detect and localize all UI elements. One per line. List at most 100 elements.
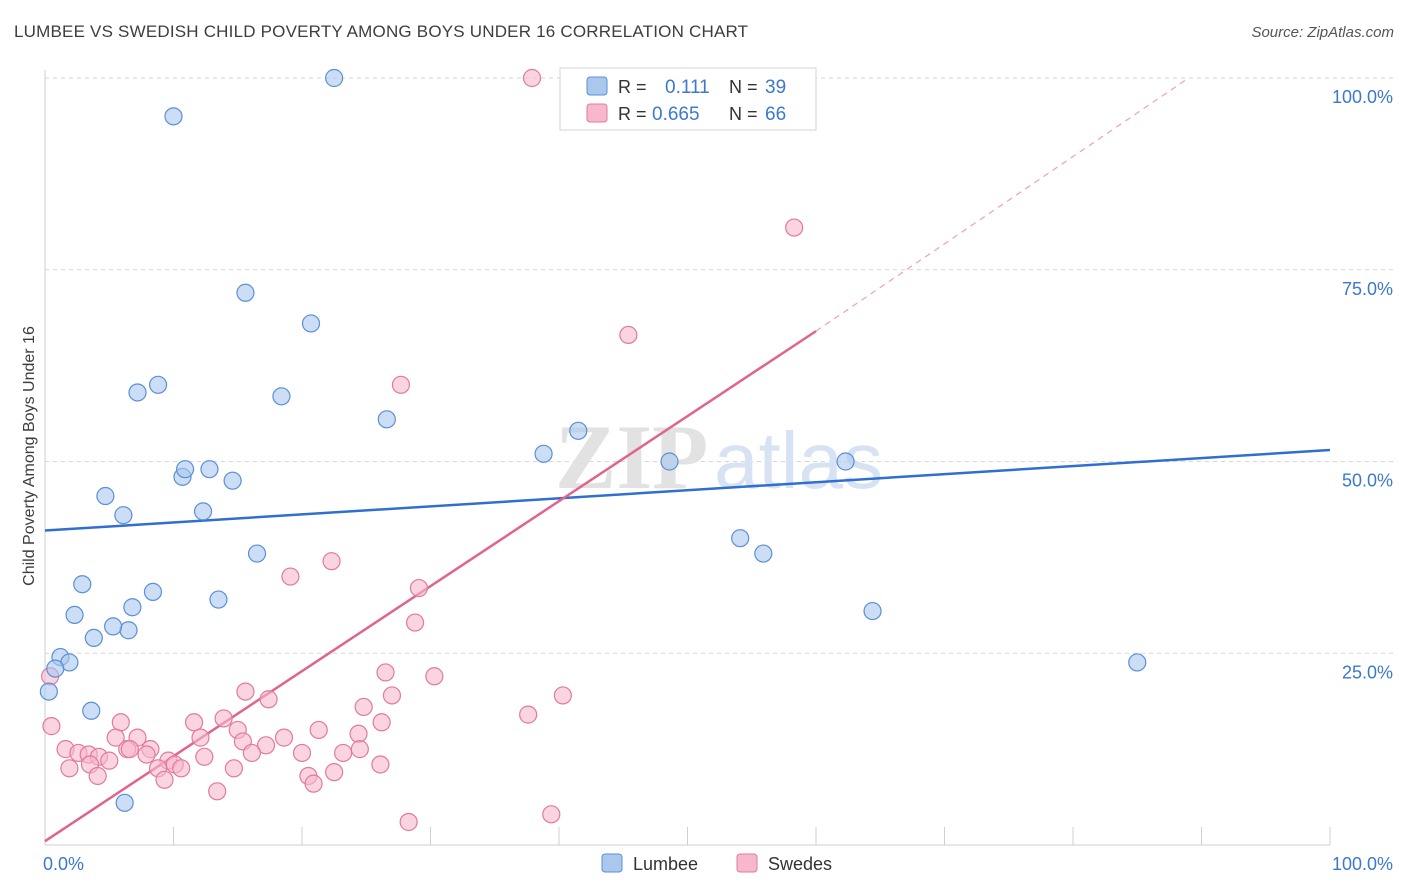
swedes-point	[619, 325, 638, 345]
swedes-point	[519, 705, 538, 724]
lumbee-point	[377, 410, 396, 429]
swedes-point	[522, 68, 542, 88]
y-tick-label: 50.0%	[1342, 471, 1393, 491]
lumbee-point	[236, 283, 255, 302]
legend-r-label: R =	[618, 77, 647, 97]
swedes-point	[191, 728, 210, 747]
swedes-point	[184, 713, 204, 732]
swedes-point	[405, 613, 425, 632]
swedes-point	[155, 770, 174, 789]
trend-line-lumbee	[44, 448, 1331, 532]
swedes-point	[325, 763, 344, 782]
bottom-legend-swatch-swedes	[736, 853, 758, 873]
legend-n-label: N =	[729, 77, 758, 97]
swedes-point	[349, 724, 368, 743]
tick-labels: 0.0% 100.0% 25.0% 50.0% 75.0% 100.0%	[43, 87, 1393, 874]
lumbee-point	[534, 444, 553, 463]
source-label: Source: ZipAtlas.com	[1251, 24, 1394, 41]
legend-r-label: R =	[618, 104, 647, 124]
legend-swatch-lumbee	[586, 76, 608, 96]
x-tick-label: 100.0%	[1332, 854, 1393, 874]
gridlines	[45, 77, 1395, 654]
lumbee-point	[84, 628, 103, 648]
trend-line-swedes-extension	[815, 77, 1189, 332]
lumbee-point	[65, 605, 84, 625]
watermark-atlas: atlas	[714, 416, 883, 505]
lumbee-point	[175, 460, 195, 479]
swedes-point	[214, 709, 233, 728]
swedes-point	[309, 720, 328, 740]
x-tick-label: 0.0%	[43, 854, 84, 874]
swedes-point	[371, 755, 390, 774]
lumbee-point	[104, 617, 123, 636]
swedes-point	[120, 740, 139, 759]
lumbee-point	[863, 601, 882, 621]
swedes-point	[172, 759, 191, 778]
swedes-point	[274, 728, 294, 747]
bottom-legend-lumbee: Lumbee	[633, 854, 698, 874]
y-tick-label: 100.0%	[1332, 87, 1393, 107]
swedes-point	[259, 690, 278, 709]
swedes-point	[111, 713, 130, 732]
y-tick-label: 75.0%	[1342, 279, 1393, 299]
swedes-point	[334, 743, 353, 763]
lumbee-point	[754, 544, 773, 563]
lumbee-point	[96, 486, 115, 506]
lumbee-point	[46, 659, 65, 678]
swedes-point	[376, 663, 395, 682]
swedes-point	[137, 745, 156, 764]
lumbee-point	[39, 682, 58, 701]
swedes-point	[281, 567, 300, 586]
lumbee-point	[836, 452, 855, 471]
lumbee-point	[660, 452, 679, 471]
bottom-legend-swatch-lumbee	[601, 853, 623, 873]
swedes-point	[42, 717, 61, 736]
swedes-point	[304, 774, 323, 793]
lumbee-point	[1128, 653, 1147, 672]
swedes-point	[60, 759, 79, 778]
lumbee-point	[119, 621, 138, 640]
swedes-point	[88, 766, 107, 786]
swedes-point	[391, 375, 411, 394]
lumbee-point	[128, 383, 147, 402]
swedes-point	[224, 759, 243, 778]
lumbee-point	[301, 314, 321, 333]
data-points	[39, 68, 1147, 832]
lumbee-point	[247, 544, 267, 563]
legend-r-value: 0.665	[652, 104, 700, 125]
swedes-point	[372, 713, 391, 732]
swedes-point	[553, 686, 572, 705]
swedes-point	[100, 751, 119, 770]
swedes-point	[256, 736, 276, 755]
lumbee-point	[73, 575, 92, 594]
lumbee-point	[164, 107, 183, 126]
legend-r-value: 0.111	[665, 77, 710, 98]
swedes-point	[208, 782, 227, 801]
lumbee-point	[148, 375, 168, 394]
legend-n-value: 39	[765, 77, 786, 98]
swedes-point	[106, 728, 125, 747]
lumbee-point	[731, 529, 750, 548]
axes	[44, 70, 1331, 846]
lumbee-point	[223, 471, 242, 490]
lumbee-point	[143, 582, 163, 601]
swedes-point	[350, 740, 369, 759]
lumbee-point	[209, 590, 228, 609]
swedes-point	[322, 552, 341, 571]
watermark: ZIP atlas	[555, 406, 883, 508]
swedes-point	[382, 686, 402, 705]
swedes-point	[542, 805, 561, 824]
legend-box: R = 0.111 N = 39 R = 0.665 N = 66	[559, 67, 817, 131]
legend-swatch-swedes	[586, 103, 608, 123]
lumbee-point	[325, 68, 344, 88]
lumbee-point	[569, 421, 588, 440]
chart-title: LUMBEE VS SWEDISH CHILD POVERTY AMONG BO…	[14, 22, 749, 41]
lumbee-point	[193, 502, 213, 521]
lumbee-point	[115, 793, 134, 812]
lumbee-point	[123, 598, 142, 617]
bottom-legend: Lumbee Swedes	[601, 853, 832, 874]
swedes-point	[242, 743, 261, 763]
bottom-legend-swedes: Swedes	[768, 854, 832, 874]
lumbee-point	[114, 506, 133, 525]
